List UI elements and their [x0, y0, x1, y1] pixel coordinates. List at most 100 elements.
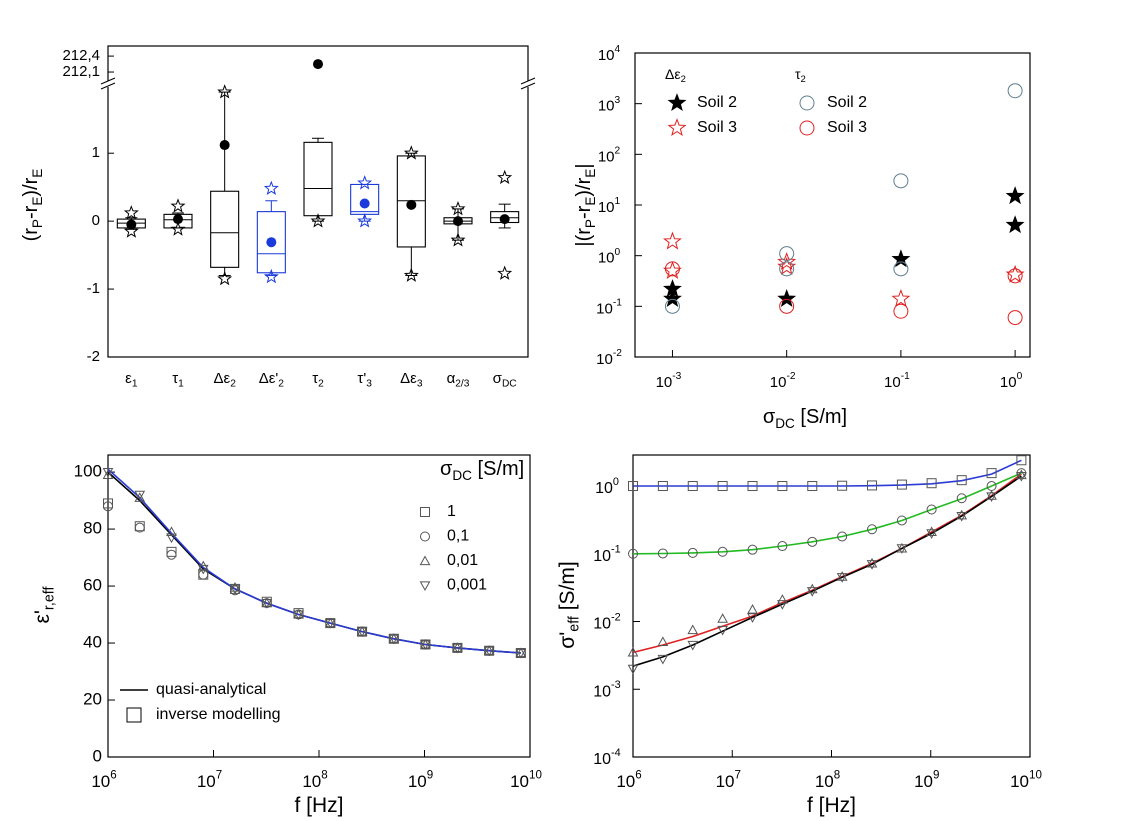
legend-title-part: DC: [452, 468, 472, 483]
point: [866, 560, 878, 570]
legend-label: 0,01: [447, 552, 478, 569]
point: [926, 478, 937, 489]
x-tick-label: 1010: [510, 768, 542, 791]
x-axis-label: f [Hz]: [807, 794, 856, 817]
point: [807, 481, 818, 492]
extreme-marker: [497, 265, 513, 280]
point: [956, 509, 968, 520]
y-axis-label: ε'r,eff: [31, 587, 58, 624]
x-tick-label-part: 10: [302, 772, 321, 791]
point: [102, 467, 114, 478]
extreme-marker: [170, 221, 186, 236]
x-tick-label-part: 10: [815, 772, 834, 791]
x-tick-label: τ1: [172, 370, 184, 389]
point: [663, 288, 682, 307]
x-tick-label-part: 10: [770, 374, 787, 391]
y-axis-label-part: E: [30, 169, 45, 178]
mean-marker: [499, 214, 510, 225]
point: [717, 613, 728, 623]
point: [747, 604, 758, 614]
x-tick-label-part: 9: [427, 768, 433, 781]
legend-title-part: σ: [440, 458, 453, 480]
y-axis-label-part: eff: [566, 616, 582, 632]
x-tick-label: 109: [408, 768, 433, 791]
legend-group-title-part: 2: [801, 74, 806, 85]
point: [893, 303, 909, 319]
x-tick-label: 10-3: [656, 371, 682, 391]
y-tick-label: 102: [598, 145, 621, 165]
x-tick-label-part: 10: [884, 374, 901, 391]
x-tick-label-part: 9: [933, 768, 939, 781]
extreme-marker: [170, 198, 186, 213]
extreme-marker: [357, 175, 373, 190]
point: [420, 640, 431, 650]
x-tick-label-part: 10: [914, 772, 933, 791]
y-tick-label: 1: [92, 144, 100, 161]
x-tick-label-part: 10: [616, 772, 635, 791]
y-tick-label-part: 10: [593, 751, 611, 768]
x-tick-label-part: 10: [656, 374, 673, 391]
legend-group-title-part: 2: [681, 74, 686, 85]
x-tick-label: 107: [716, 768, 741, 791]
y-tick-label-part: 0: [613, 476, 619, 488]
y-tick-label-part: 10: [598, 148, 615, 165]
point: [747, 481, 758, 492]
point: [197, 564, 209, 575]
y-tick-label-part: -4: [611, 747, 621, 759]
extreme-marker: [263, 180, 279, 195]
x-tick-label-part: 10: [1000, 374, 1017, 391]
x-tick-label-part: τ': [357, 370, 366, 387]
y-tick-label-part: 10: [593, 548, 611, 565]
legend-symbol: [419, 581, 431, 592]
y-tick-label: 212,4: [62, 47, 100, 64]
y-tick-label-part: 10: [593, 616, 611, 633]
x-tick-label-part: -1: [901, 371, 910, 382]
point: [836, 571, 848, 581]
point: [893, 173, 909, 189]
extreme-marker: [357, 213, 373, 228]
point: [956, 511, 968, 522]
y-tick-label: -1: [87, 280, 100, 297]
point: [166, 549, 177, 560]
point: [807, 536, 818, 547]
point: [657, 548, 668, 559]
extreme-marker: [450, 232, 466, 247]
y-tick-label-part: 0: [615, 247, 621, 258]
legend-label: 0,1: [447, 528, 469, 545]
point: [956, 475, 967, 486]
y-axis-label-part: E: [30, 197, 45, 206]
point: [687, 547, 698, 558]
point: [483, 646, 495, 657]
point: [1005, 186, 1025, 205]
curve: [633, 459, 1022, 487]
y-axis-label-part: ε': [31, 610, 54, 623]
point: [777, 288, 797, 307]
y-tick-label: 80: [83, 519, 102, 538]
x-tick-label-part: 10: [1010, 772, 1029, 791]
x-tick-label-part: 8: [834, 768, 840, 781]
y-tick-label-part: 3: [615, 95, 621, 106]
point: [627, 646, 639, 657]
point: [664, 261, 680, 277]
y-tick-label-part: -1: [611, 543, 621, 555]
x-tick-label-part: 0: [1017, 371, 1023, 382]
mean-marker: [219, 140, 230, 151]
y-tick-label: 10-1: [593, 543, 620, 565]
legend-label: 0,001: [447, 577, 487, 594]
y-axis-label-part: P: [30, 219, 45, 228]
point: [777, 256, 797, 275]
mean-marker: [406, 199, 417, 210]
point: [103, 501, 113, 512]
mean-marker: [266, 237, 277, 248]
axis-break-mark: [100, 77, 116, 85]
point: [687, 624, 699, 635]
x-tick-label: ε1: [125, 370, 138, 389]
y-axis-label-part: -r: [573, 205, 595, 219]
point: [777, 600, 788, 610]
point: [134, 492, 146, 502]
x-tick-label: 1010: [1010, 768, 1042, 791]
axis-break-mark: [520, 82, 536, 90]
point: [657, 654, 669, 665]
y-tick-label-part: 1: [615, 196, 621, 207]
legend-title: σDC [S/m]: [440, 458, 524, 482]
